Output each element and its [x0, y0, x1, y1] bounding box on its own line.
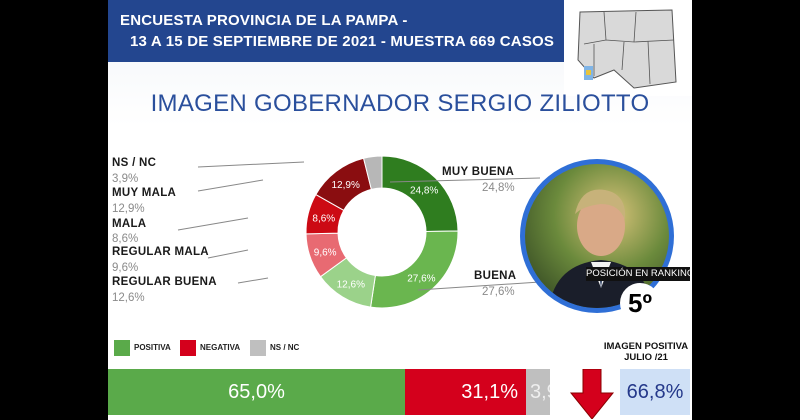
leader-regular-mala: [207, 249, 249, 259]
value-muy-buena: 24,8%: [482, 182, 515, 194]
value-ns-nc: 3,9%: [112, 173, 139, 185]
header-title-line-2: 13 A 15 DE SEPTIEMBRE DE 2021 - MUESTRA …: [130, 33, 555, 50]
label-ns-nc: NS / NC: [112, 157, 157, 169]
value-regular-buena: 12,6%: [112, 292, 145, 304]
legend-swatch-positiva: [114, 340, 130, 356]
leader-ns-nc: [197, 161, 305, 168]
label-mala: MALA: [112, 218, 147, 230]
label-muy-mala: MUY MALA: [112, 187, 177, 199]
value-mala: 8,6%: [112, 233, 139, 245]
label-buena: BUENA: [474, 270, 517, 282]
donut-slices: [305, 155, 459, 309]
slice-value-label: 24,8%: [410, 185, 438, 196]
slice-value-label: 12,6%: [337, 279, 365, 290]
legend-label-ns-nc: NS / NC: [270, 343, 300, 352]
ranking-label: POSICIÓN EN RANKING: [586, 267, 692, 281]
leader-muy-mala: [197, 179, 264, 192]
slice-value-label: 9,6%: [314, 247, 337, 258]
survey-slide: ENCUESTA PROVINCIA DE LA PAMPA - 13 A 15…: [108, 0, 692, 420]
label-muy-buena: MUY BUENA: [442, 166, 515, 178]
slice-value-label: 8,6%: [312, 213, 335, 224]
la-pampa-map-icon: [564, 0, 692, 96]
label-regular-buena: REGULAR BUENA: [112, 276, 217, 288]
legend-swatch-negativa: [180, 340, 196, 356]
summary-bar-positiva: 65,0%: [108, 369, 405, 415]
slice-value-label: 12,9%: [331, 180, 359, 191]
page-title: IMAGEN GOBERNADOR SERGIO ZILIOTTO: [150, 90, 650, 117]
leader-regular-buena: [237, 277, 269, 284]
leader-muy-buena: [389, 177, 541, 183]
donut-chart: 24,8% 27,6% 12,6% 9,6% 8,6% 12,9%: [177, 155, 541, 309]
previous-image-title: IMAGEN POSITIVA JULIO /21: [603, 341, 689, 363]
legend-swatch-ns-nc: [250, 340, 266, 356]
donut-slice-ns-nc: [362, 155, 383, 190]
slice-value-labels: 24,8% 27,6% 12,6% 9,6% 8,6% 12,9%: [312, 180, 438, 290]
down-arrow-icon: [569, 369, 615, 419]
label-regular-mala: REGULAR MALA: [112, 246, 209, 258]
value-buena: 27,6%: [482, 286, 515, 298]
summary-bar-ns-nc: 3,9: [526, 369, 550, 415]
leader-mala: [177, 217, 249, 231]
ranking-value: 5º: [620, 283, 660, 323]
summary-bar-negativa: 31,1%: [405, 369, 526, 415]
donut-slice-buena: [370, 230, 459, 309]
value-regular-mala: 9,6%: [112, 262, 139, 274]
legend-label-negativa: NEGATIVA: [200, 343, 241, 352]
slice-value-label: 27,6%: [407, 273, 435, 284]
previous-image-value: 66,8%: [620, 369, 690, 415]
value-muy-mala: 12,9%: [112, 203, 145, 215]
leader-buena: [417, 281, 541, 291]
leader-lines: [177, 161, 541, 291]
header-title-line-1: ENCUESTA PROVINCIA DE LA PAMPA -: [120, 12, 408, 29]
legend-label-positiva: POSITIVA: [134, 343, 171, 352]
